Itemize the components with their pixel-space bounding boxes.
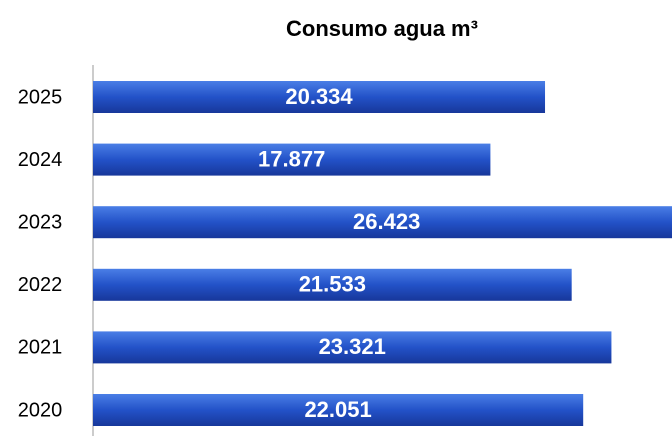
y-tick-label: 2024 — [18, 149, 63, 171]
value-label: 26.423 — [353, 209, 420, 234]
bar — [93, 81, 546, 113]
y-tick-label: 2020 — [18, 399, 63, 421]
y-tick-label: 2023 — [18, 211, 63, 233]
value-label: 23.321 — [319, 334, 386, 359]
value-label: 21.533 — [299, 272, 366, 297]
value-label: 17.877 — [258, 146, 325, 171]
chart-title: Consumo agua m³ — [286, 16, 478, 41]
value-label: 22.051 — [304, 397, 371, 422]
y-tick-label: 2021 — [18, 337, 63, 359]
bar — [93, 206, 672, 239]
y-tick-label: 2025 — [18, 86, 63, 108]
bar — [93, 394, 584, 426]
bar — [93, 331, 612, 364]
y-tick-label: 2022 — [18, 274, 63, 296]
value-label: 20.334 — [285, 84, 353, 109]
bar — [93, 268, 572, 301]
bar — [93, 143, 491, 176]
